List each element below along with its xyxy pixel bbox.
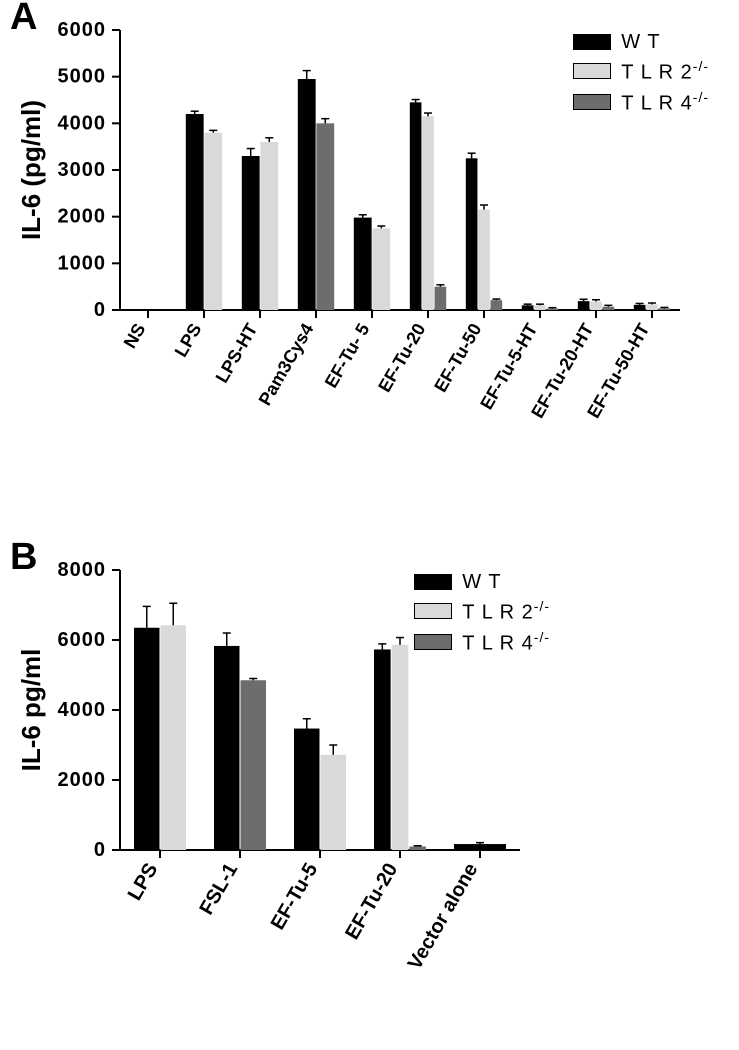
svg-text:Vector alone: Vector alone bbox=[404, 860, 483, 974]
legend-swatch-tlr4 bbox=[414, 634, 452, 650]
svg-text:LPS-HT: LPS-HT bbox=[212, 320, 262, 386]
svg-text:EF-Tu-20: EF-Tu-20 bbox=[341, 860, 402, 944]
svg-text:IL-6 pg/ml: IL-6 pg/ml bbox=[16, 649, 46, 772]
panel-b-chart: 0 2000 4000 6000 8000 IL-6 pg/ml LPS FSL-1 EF-Tu… bbox=[0, 560, 660, 1040]
legend-row: T L R 2-/- bbox=[573, 58, 709, 85]
legend-label-tlr2: T L R 2-/- bbox=[462, 598, 550, 625]
legend-row: T L R 2-/- bbox=[414, 598, 550, 625]
legend-row: W T bbox=[573, 30, 709, 54]
svg-text:1000: 1000 bbox=[58, 252, 107, 274]
svg-text:Pam3Cys4: Pam3Cys4 bbox=[255, 320, 318, 409]
svg-text:8000: 8000 bbox=[58, 560, 107, 581]
legend-swatch-tlr2 bbox=[414, 603, 452, 619]
panel-a: A 0100020003000400050006000IL-6 (pg/ml)N… bbox=[0, 0, 739, 500]
legend-swatch-tlr2 bbox=[573, 63, 611, 79]
legend-label-wt: W T bbox=[621, 30, 660, 54]
svg-text:4000: 4000 bbox=[58, 699, 107, 721]
legend-label-tlr4: T L R 4-/- bbox=[621, 89, 709, 116]
panel-b-svg: 0 2000 4000 6000 8000 IL-6 pg/ml LPS FSL-1 EF-Tu… bbox=[0, 560, 660, 1040]
svg-text:0: 0 bbox=[94, 299, 106, 321]
panel-a-chart: 0 1000 2000 3000 4000 5000 6000 IL-6 (pg/ml) NS L… bbox=[0, 20, 739, 500]
svg-text:EF-Tu-20: EF-Tu-20 bbox=[374, 320, 429, 396]
svg-text:2000: 2000 bbox=[58, 769, 107, 791]
legend-swatch-wt bbox=[573, 34, 611, 50]
svg-text:3000: 3000 bbox=[58, 159, 107, 181]
legend-row: T L R 4-/- bbox=[573, 89, 709, 116]
svg-text:4000: 4000 bbox=[58, 112, 107, 134]
svg-text:EF-Tu-5-HT: EF-Tu-5-HT bbox=[476, 320, 541, 413]
legend-label-tlr2: T L R 2-/- bbox=[621, 58, 709, 85]
svg-text:6000: 6000 bbox=[58, 629, 107, 651]
svg-text:EF-Tu- 5: EF-Tu- 5 bbox=[321, 320, 374, 391]
legend-row: W T bbox=[414, 570, 550, 594]
legend-swatch-tlr4 bbox=[573, 94, 611, 110]
svg-text:NS: NS bbox=[120, 320, 150, 352]
svg-text:5000: 5000 bbox=[58, 66, 107, 88]
svg-text:FSL-1: FSL-1 bbox=[195, 860, 242, 919]
svg-text:2000: 2000 bbox=[58, 206, 107, 228]
svg-text:IL-6 (pg/ml): IL-6 (pg/ml) bbox=[16, 100, 46, 240]
panel-b-legend: W T T L R 2-/- T L R 4-/- bbox=[414, 570, 550, 659]
svg-text:0: 0 bbox=[94, 839, 106, 861]
legend-row: T L R 4-/- bbox=[414, 629, 550, 656]
svg-text:EF-Tu-5: EF-Tu-5 bbox=[267, 860, 323, 934]
svg-text:LPS: LPS bbox=[124, 860, 163, 905]
legend-swatch-wt bbox=[414, 574, 452, 590]
svg-text:LPS: LPS bbox=[171, 320, 206, 360]
legend-label-wt: W T bbox=[462, 570, 501, 594]
svg-text:6000: 6000 bbox=[58, 20, 107, 41]
panel-b: B 02000400060008000IL-6 pg/mlLPSFSL-1EF-… bbox=[0, 540, 739, 1040]
legend-label-tlr4: T L R 4-/- bbox=[462, 629, 550, 656]
panel-a-legend: W T T L R 2-/- T L R 4-/- bbox=[573, 30, 709, 119]
svg-text:EF-Tu-50: EF-Tu-50 bbox=[430, 320, 485, 396]
